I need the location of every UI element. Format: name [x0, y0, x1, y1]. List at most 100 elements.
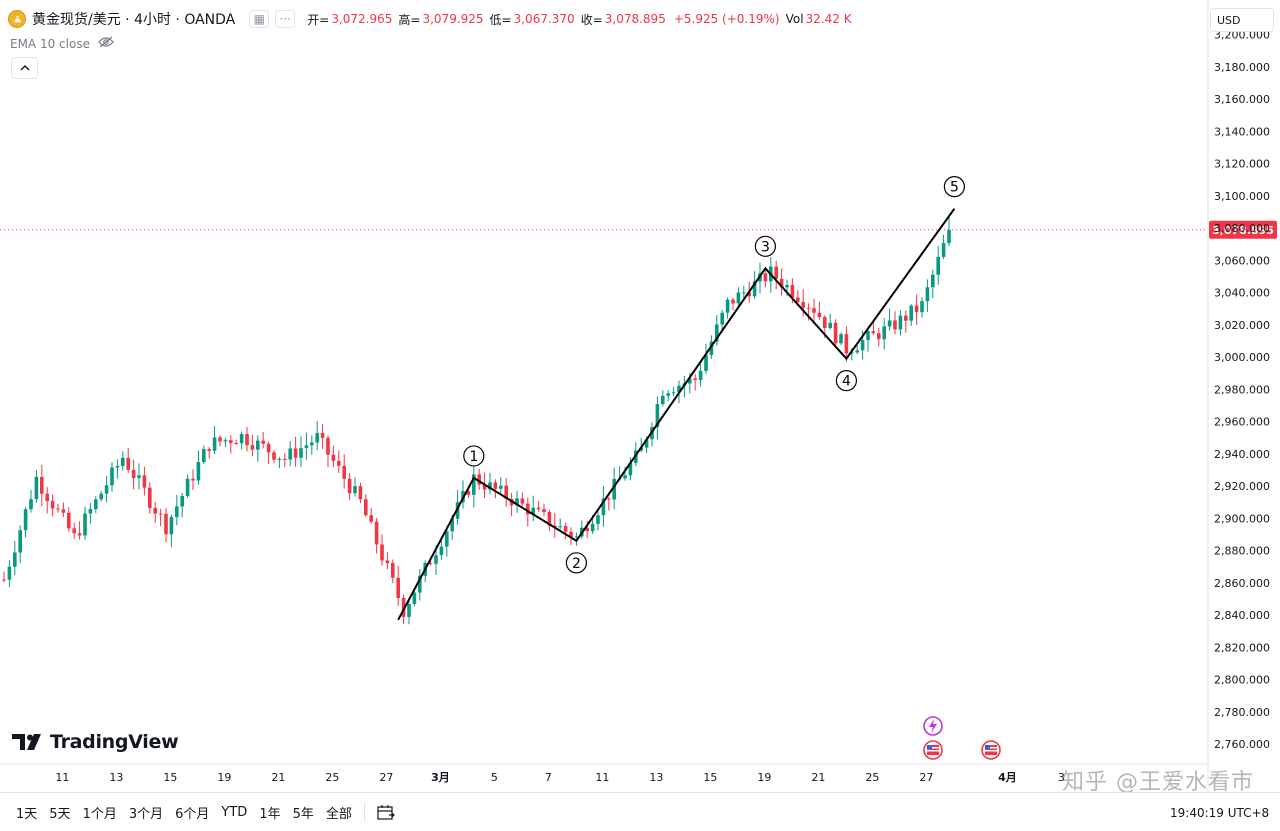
candle-body — [407, 604, 411, 617]
candle-body — [266, 443, 271, 453]
time-tick-label: 19 — [217, 771, 231, 784]
event-markers[interactable] — [923, 716, 1001, 760]
ohlc-value: 3,079.925 — [422, 12, 484, 26]
candle-body — [412, 592, 417, 605]
wave-label: 5 — [950, 180, 959, 196]
symbol-title[interactable]: 黄金现货/美元 · 4小时 · OANDA — [32, 12, 236, 28]
ohlc-key: 高= — [398, 12, 421, 27]
candle-body — [50, 501, 55, 509]
currency-label: USD — [1217, 13, 1241, 27]
candle-body — [601, 498, 606, 516]
candle-body — [380, 544, 384, 561]
price-axis[interactable]: 2,760.000 2,780.000 2,800.000 2,820.000 2,84… — [1214, 29, 1270, 752]
event-us-flag-icon[interactable] — [981, 740, 1001, 760]
settings-icon[interactable]: ▦ — [249, 10, 270, 28]
bottom-toolbar: 1天 5天 1个月 3个月 6个月 YTD 1年 5年 全部 19:40:19 … — [0, 792, 1280, 831]
candle-body — [542, 509, 546, 512]
candle-body — [131, 469, 136, 479]
timeframe-5y-button[interactable]: 5年 — [292, 806, 314, 822]
candle-body — [558, 526, 562, 528]
candle-body — [369, 515, 373, 522]
wave-label-circle — [565, 552, 588, 574]
timeframe-3m-button[interactable]: 3个月 — [128, 806, 164, 822]
candle-body — [320, 432, 325, 438]
candle-body — [331, 454, 336, 461]
event-flash-icon[interactable] — [923, 716, 943, 736]
indicator-legend[interactable]: EMA 10 close — [10, 36, 114, 51]
candle-body — [299, 448, 303, 458]
candle-body — [455, 502, 460, 519]
candle-body — [202, 449, 206, 463]
candle-body — [272, 452, 276, 460]
ohlc-key: 低= — [489, 12, 512, 27]
candle-body — [472, 474, 476, 495]
elliott-wave-layer[interactable]: 1 2 3 4 5 — [397, 176, 966, 621]
timeframe-5d-button[interactable]: 5天 — [49, 806, 71, 822]
candle-body — [439, 546, 444, 556]
eye-hidden-icon[interactable] — [98, 36, 114, 51]
ohlc-key: 开= — [307, 12, 330, 27]
price-tick-label: 2,900.000 — [1214, 512, 1270, 525]
candle-body — [823, 317, 827, 328]
date-range-icon[interactable] — [371, 798, 401, 826]
candle-body — [29, 499, 33, 510]
candle-body — [590, 523, 595, 532]
candle-body — [488, 482, 492, 490]
candle-body — [358, 486, 363, 500]
volume-value: 32.42 K — [805, 12, 852, 26]
time-tick-label: 25 — [325, 771, 339, 784]
price-tick-label: 3,180.000 — [1214, 61, 1270, 74]
candle-body — [99, 493, 103, 500]
more-options-icon[interactable]: ··· — [275, 10, 296, 28]
timeframe-6m-button[interactable]: 6个月 — [175, 806, 210, 822]
candle-body — [142, 475, 147, 488]
candle-body — [520, 498, 525, 504]
candle-body — [596, 515, 600, 524]
candle-body — [715, 324, 719, 342]
wave-label: 3 — [761, 239, 770, 255]
indicator-label[interactable]: EMA 10 close — [10, 36, 90, 51]
candle-body — [871, 331, 876, 334]
candle-body — [482, 484, 487, 490]
currency-select[interactable]: USD — [1210, 8, 1274, 32]
candle-body — [904, 315, 908, 321]
wave-label: 2 — [572, 556, 581, 572]
timeframe-all-button[interactable]: 全部 — [325, 806, 352, 822]
tradingview-logo-text: TradingView — [50, 731, 179, 753]
candle-body — [250, 445, 255, 450]
watermark-text: 知乎 @王爱水看市 — [1062, 770, 1254, 795]
wave-label-circle — [943, 176, 966, 198]
candle-body — [418, 575, 422, 593]
candle-body — [18, 530, 22, 553]
tradingview-logo[interactable]: TradingView — [12, 731, 179, 753]
candle-body — [223, 440, 228, 442]
price-tick-label: 3,020.000 — [1214, 319, 1270, 332]
price-tick-label: 3,040.000 — [1214, 287, 1270, 300]
candle-body — [121, 457, 125, 467]
candle-body — [563, 526, 568, 532]
ohlc-values: 开= 3,072.965 高= 3,079.925 低= 3,067.370 收= 3,… — [307, 11, 855, 28]
candle-body — [887, 320, 892, 327]
collapse-legend-button[interactable] — [11, 57, 38, 79]
timeframe-1y-button[interactable]: 1年 — [259, 806, 281, 822]
timeframe-ytd-button[interactable]: YTD — [221, 804, 248, 820]
candle-body — [553, 525, 557, 528]
time-tick-label: 21 — [271, 771, 285, 784]
candle-body — [531, 507, 535, 515]
candle-body — [801, 301, 805, 308]
clock[interactable]: 19:40:19 UTC+8 — [1170, 805, 1270, 820]
timeframe-1d-button[interactable]: 1天 — [16, 806, 38, 822]
candle-body — [353, 486, 357, 494]
candle-body — [688, 378, 692, 384]
time-axis[interactable]: 11 13 15 19 21 25 27 3月 5 7 11 13 15 19 21 25 27 4月 3 — [55, 771, 1065, 784]
candle-body — [234, 443, 238, 445]
candle-body — [169, 516, 174, 535]
timeframe-1m-button[interactable]: 1个月 — [82, 806, 117, 822]
candle-body — [720, 312, 724, 325]
candle-body — [385, 560, 390, 564]
event-us-flag-icon[interactable] — [923, 740, 943, 760]
wave-label: 4 — [842, 374, 851, 390]
candle-body — [283, 458, 287, 460]
candle-body — [931, 274, 935, 288]
